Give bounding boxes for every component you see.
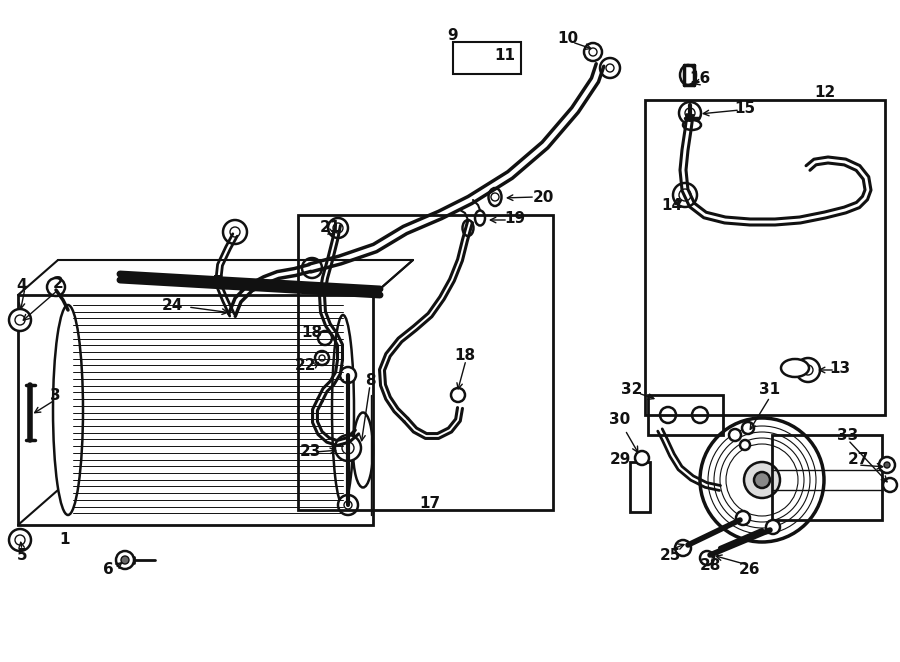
Circle shape	[121, 556, 129, 564]
Circle shape	[766, 520, 780, 534]
Circle shape	[451, 388, 465, 402]
Circle shape	[318, 331, 332, 345]
Text: 7: 7	[212, 275, 223, 289]
Circle shape	[47, 278, 65, 296]
Circle shape	[673, 183, 697, 207]
Text: 27: 27	[847, 453, 868, 467]
Bar	[645, 100, 885, 415]
Circle shape	[883, 478, 897, 492]
Text: 1: 1	[59, 532, 70, 547]
Bar	[648, 395, 723, 435]
Circle shape	[9, 529, 31, 551]
Text: 25: 25	[660, 547, 680, 563]
Text: 3: 3	[50, 387, 60, 402]
Text: 19: 19	[504, 211, 526, 226]
Ellipse shape	[332, 315, 354, 505]
Circle shape	[635, 451, 649, 465]
Text: 10: 10	[557, 30, 579, 46]
Circle shape	[796, 358, 820, 382]
Text: 29: 29	[609, 453, 631, 467]
Circle shape	[884, 462, 890, 468]
Text: 24: 24	[161, 297, 183, 312]
Circle shape	[675, 540, 691, 556]
Circle shape	[700, 551, 714, 565]
Text: 12: 12	[814, 85, 835, 99]
Ellipse shape	[463, 220, 473, 236]
Circle shape	[338, 495, 358, 515]
Circle shape	[879, 457, 895, 473]
Text: 28: 28	[699, 557, 721, 573]
Text: 18: 18	[454, 348, 475, 363]
Text: 18: 18	[302, 324, 322, 340]
Bar	[453, 42, 521, 74]
Circle shape	[700, 418, 824, 542]
Text: 20: 20	[532, 189, 554, 205]
Ellipse shape	[353, 412, 373, 487]
Circle shape	[736, 511, 750, 525]
Text: 4: 4	[17, 277, 27, 293]
Circle shape	[328, 218, 348, 238]
Circle shape	[335, 435, 361, 461]
Circle shape	[223, 220, 247, 244]
Circle shape	[600, 58, 620, 78]
Circle shape	[754, 472, 770, 488]
Circle shape	[116, 551, 134, 569]
Text: 13: 13	[830, 361, 850, 375]
Text: 9: 9	[447, 28, 458, 42]
Text: 30: 30	[609, 412, 631, 428]
Circle shape	[315, 351, 329, 365]
Text: 11: 11	[494, 48, 516, 62]
Circle shape	[729, 429, 741, 441]
Text: 23: 23	[300, 444, 320, 459]
Circle shape	[679, 102, 701, 124]
Bar	[298, 215, 553, 510]
Circle shape	[744, 462, 780, 498]
Ellipse shape	[489, 188, 501, 206]
Text: 2: 2	[52, 275, 63, 291]
Circle shape	[584, 43, 602, 61]
Text: 6: 6	[103, 563, 113, 577]
Ellipse shape	[683, 120, 701, 130]
Text: 33: 33	[837, 428, 859, 442]
Text: 8: 8	[364, 373, 375, 387]
Ellipse shape	[781, 359, 809, 377]
Bar	[772, 435, 882, 520]
Text: 15: 15	[734, 101, 756, 115]
Text: 31: 31	[760, 383, 780, 397]
Text: 21: 21	[320, 220, 340, 234]
Text: 14: 14	[662, 197, 682, 213]
Text: 32: 32	[621, 383, 643, 397]
Text: 5: 5	[17, 547, 27, 563]
Circle shape	[740, 440, 750, 450]
Ellipse shape	[53, 305, 83, 515]
Circle shape	[340, 367, 356, 383]
Text: 26: 26	[739, 563, 760, 577]
Ellipse shape	[475, 211, 485, 226]
Circle shape	[302, 258, 322, 278]
Circle shape	[742, 422, 754, 434]
Bar	[630, 462, 650, 512]
Text: 22: 22	[294, 357, 316, 373]
Ellipse shape	[680, 65, 696, 85]
Bar	[18, 295, 373, 525]
Text: 17: 17	[419, 495, 441, 510]
Text: 16: 16	[689, 70, 711, 85]
Circle shape	[9, 309, 31, 331]
